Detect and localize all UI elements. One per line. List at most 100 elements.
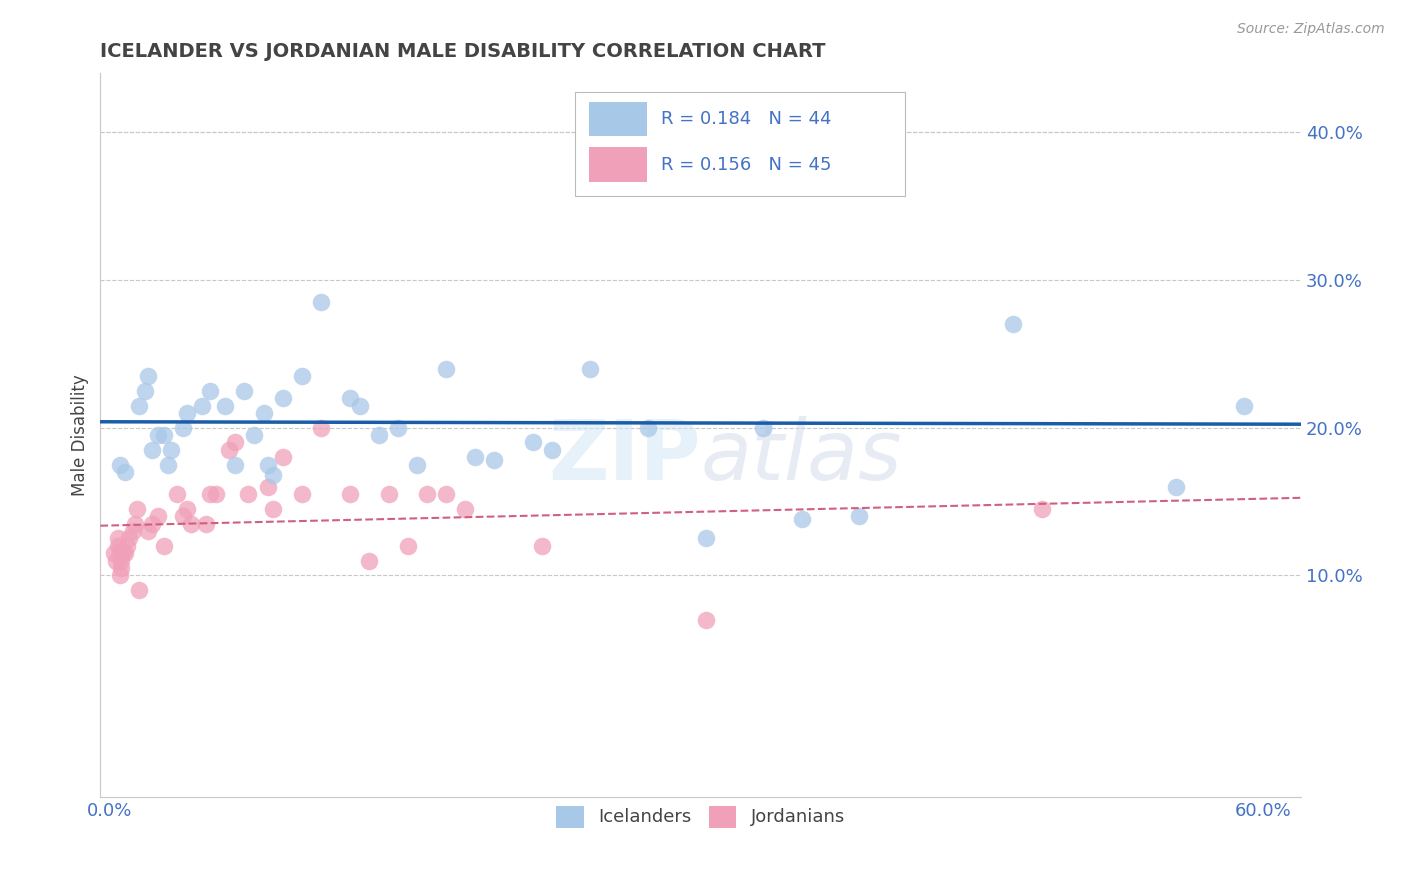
Point — [434, 487, 457, 501]
Point — [141, 442, 163, 457]
Point — [114, 465, 136, 479]
Point — [416, 487, 439, 501]
Legend: Icelanders, Jordanians: Icelanders, Jordanians — [550, 798, 852, 835]
Text: Source: ZipAtlas.com: Source: ZipAtlas.com — [1237, 22, 1385, 37]
Point — [637, 421, 659, 435]
Point — [579, 361, 602, 376]
Point — [311, 421, 333, 435]
Point — [311, 295, 333, 310]
Point — [166, 487, 188, 501]
Point — [118, 532, 141, 546]
Point — [253, 406, 276, 420]
Point — [243, 428, 266, 442]
Point — [110, 561, 132, 575]
Point — [454, 502, 477, 516]
Point — [124, 516, 146, 531]
Point — [176, 406, 198, 420]
Point — [156, 458, 179, 472]
Point — [396, 539, 419, 553]
Point — [1001, 318, 1024, 332]
Point — [522, 435, 544, 450]
Point — [262, 502, 284, 516]
Point — [122, 524, 145, 538]
Point — [291, 487, 314, 501]
Point — [108, 546, 131, 560]
Point — [141, 516, 163, 531]
Point — [359, 553, 381, 567]
Text: ICELANDER VS JORDANIAN MALE DISABILITY CORRELATION CHART: ICELANDER VS JORDANIAN MALE DISABILITY C… — [100, 42, 825, 61]
Point — [195, 516, 218, 531]
Point — [191, 399, 214, 413]
Point — [172, 421, 194, 435]
Point — [368, 428, 391, 442]
Point — [107, 532, 129, 546]
Point — [128, 583, 150, 598]
Point — [160, 442, 183, 457]
Point — [291, 369, 314, 384]
Point — [204, 487, 226, 501]
Point — [146, 428, 169, 442]
Point — [134, 384, 156, 398]
Point — [531, 539, 554, 553]
Point — [1166, 480, 1188, 494]
Point — [262, 467, 284, 482]
Point — [125, 502, 148, 516]
Point — [339, 391, 361, 405]
Point — [104, 553, 127, 567]
Point — [256, 458, 278, 472]
Point — [138, 524, 160, 538]
Point — [198, 384, 221, 398]
Point — [349, 399, 371, 413]
Point — [108, 568, 131, 582]
Point — [128, 399, 150, 413]
Point — [152, 428, 174, 442]
Point — [198, 487, 221, 501]
Point — [484, 453, 506, 467]
Point — [110, 553, 132, 567]
Bar — [589, 102, 647, 136]
Point — [464, 450, 486, 465]
Point — [256, 480, 278, 494]
Point — [172, 509, 194, 524]
Point — [695, 532, 717, 546]
Point — [108, 458, 131, 472]
Point — [176, 502, 198, 516]
Point — [218, 442, 240, 457]
Bar — [589, 147, 647, 182]
FancyBboxPatch shape — [575, 92, 905, 196]
Text: R = 0.156   N = 45: R = 0.156 N = 45 — [661, 155, 831, 174]
Point — [377, 487, 399, 501]
Text: atlas: atlas — [700, 417, 903, 498]
Point — [387, 421, 409, 435]
Point — [790, 512, 813, 526]
Point — [117, 539, 139, 553]
Point — [103, 546, 125, 560]
Point — [214, 399, 236, 413]
Point — [138, 369, 160, 384]
Point — [695, 613, 717, 627]
Point — [271, 391, 294, 405]
Point — [180, 516, 202, 531]
Point — [1031, 502, 1053, 516]
Point — [752, 421, 775, 435]
Point — [114, 546, 136, 560]
Point — [434, 361, 457, 376]
Point — [271, 450, 294, 465]
Point — [675, 147, 697, 161]
Point — [540, 442, 562, 457]
Point — [238, 487, 260, 501]
Y-axis label: Male Disability: Male Disability — [72, 375, 89, 496]
Text: ZIP: ZIP — [548, 417, 700, 498]
Point — [233, 384, 256, 398]
Point — [848, 509, 870, 524]
Point — [224, 458, 246, 472]
Point — [146, 509, 169, 524]
Text: R = 0.184   N = 44: R = 0.184 N = 44 — [661, 110, 831, 128]
Point — [406, 458, 429, 472]
Point — [112, 546, 135, 560]
Point — [1232, 399, 1254, 413]
Point — [107, 539, 129, 553]
Point — [339, 487, 361, 501]
Point — [152, 539, 174, 553]
Point — [224, 435, 246, 450]
